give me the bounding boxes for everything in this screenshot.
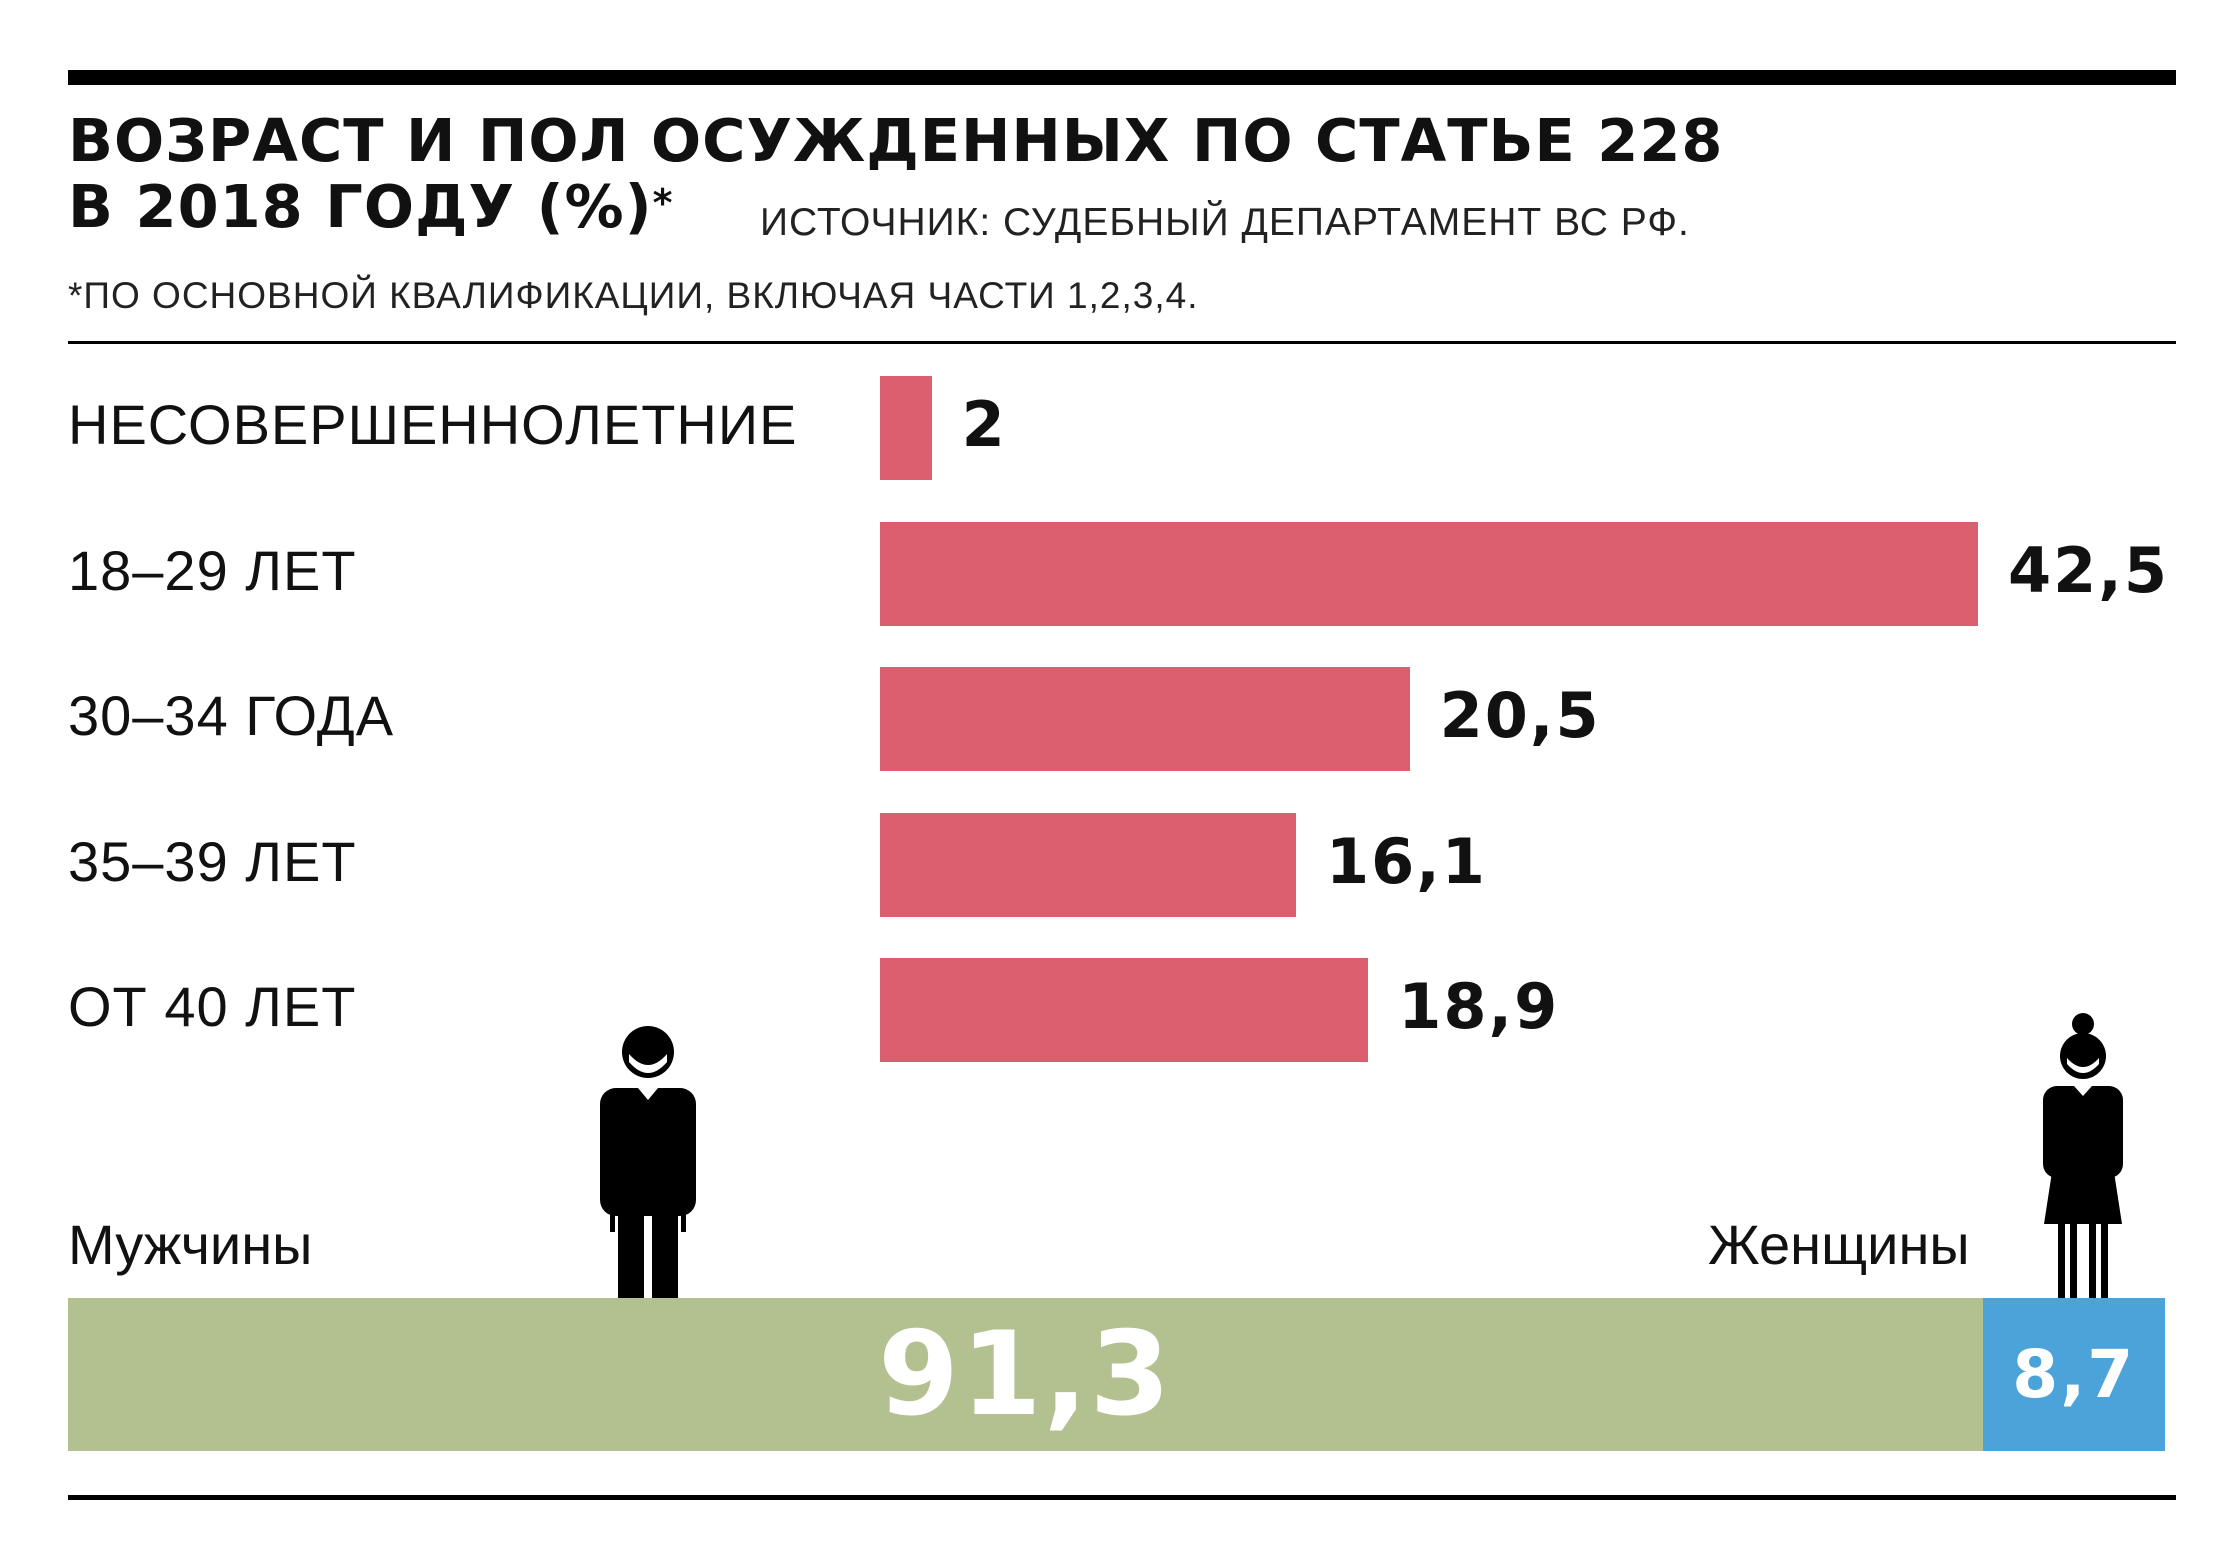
- category-label: НЕСОВЕРШЕННОЛЕТНИЕ: [68, 393, 798, 456]
- chart-title-line2: В 2018 ГОДУ (%)*: [68, 174, 1723, 240]
- value-label: 16,1: [1325, 824, 1487, 898]
- top-rule: [68, 70, 2176, 85]
- source-note: ИСТОЧНИК: СУДЕБНЫЙ ДЕПАРТАМЕНТ ВС РФ.: [760, 201, 1690, 244]
- value-label: 20,5: [1439, 679, 1601, 752]
- women-label: Женщины: [1708, 1213, 1970, 1276]
- bar-2: [880, 521, 1978, 626]
- chart-title-line2-text: В 2018 ГОДУ (%): [68, 172, 653, 241]
- value-label: 42,5: [2008, 533, 2169, 607]
- chart-title-line1: ВОЗРАСТ И ПОЛ ОСУЖДЕННЫХ ПО СТАТЬЕ 228: [68, 106, 1724, 175]
- footnote-mark: *: [652, 181, 674, 225]
- men-segment: 91,3: [68, 1298, 1983, 1451]
- bar-1: [880, 376, 932, 480]
- man-figure-icon: [600, 1026, 696, 1300]
- category-label: 35–39 ЛЕТ: [68, 829, 357, 893]
- bar-4: [880, 812, 1296, 917]
- chart-title: ВОЗРАСТ И ПОЛ ОСУЖДЕННЫХ ПО СТАТЬЕ 228 В…: [68, 108, 1723, 240]
- bottom-rule: [68, 1495, 2176, 1500]
- segment-value-label: 8,7: [2012, 1336, 2136, 1413]
- category-label: ОТ 40 ЛЕТ: [68, 975, 357, 1038]
- women-segment: 8,7: [1982, 1298, 2165, 1451]
- segment-value-label: 91,3: [878, 1307, 1173, 1442]
- category-label: 18–29 ЛЕТ: [68, 538, 357, 602]
- category-label: 30–34 ГОДА: [68, 684, 395, 747]
- header-divider: [68, 341, 2176, 344]
- value-label: 18,9: [1398, 970, 1560, 1043]
- value-label: 2: [961, 388, 1007, 461]
- bar-3: [880, 667, 1410, 771]
- men-label: Мужчины: [68, 1213, 313, 1276]
- woman-figure-icon: [2043, 1013, 2123, 1298]
- footnote: *ПО ОСНОВНОЙ КВАЛИФИКАЦИИ, ВКЛЮЧАЯ ЧАСТИ…: [68, 275, 1199, 316]
- bar-5: [880, 958, 1369, 1062]
